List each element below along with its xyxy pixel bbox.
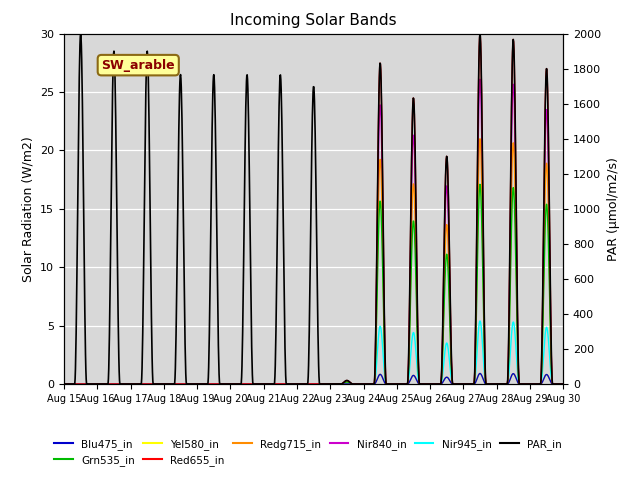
Redg715_in (227, 381, 235, 387)
PAR_in (77, 31, 84, 36)
Grn535_in (500, 381, 508, 387)
PAR_in (172, 365, 179, 371)
Blu475_in (60, 381, 68, 387)
Nir840_in (60, 381, 68, 387)
Redg715_in (456, 381, 463, 387)
Red655_in (476, 31, 484, 36)
Redg715_in (159, 381, 166, 387)
Nir840_in (391, 381, 399, 387)
Nir945_in (476, 318, 484, 324)
Nir945_in (159, 381, 166, 387)
Blu475_in (500, 381, 508, 387)
Nir840_in (476, 76, 484, 82)
Blu475_in (171, 381, 179, 387)
Line: Nir840_in: Nir840_in (64, 79, 563, 384)
Nir840_in (171, 381, 179, 387)
Nir840_in (159, 381, 166, 387)
PAR_in (60, 381, 68, 387)
Red655_in (60, 381, 68, 387)
Nir840_in (559, 381, 567, 387)
Line: PAR_in: PAR_in (64, 34, 563, 384)
Blu475_in (227, 381, 235, 387)
Grn535_in (171, 381, 179, 387)
Yel580_in (559, 381, 567, 387)
Grn535_in (227, 381, 235, 387)
Nir945_in (227, 381, 235, 387)
Grn535_in (391, 381, 399, 387)
Yel580_in (60, 381, 68, 387)
Redg715_in (391, 381, 399, 387)
Blu475_in (559, 381, 567, 387)
Nir945_in (171, 381, 179, 387)
Title: Incoming Solar Bands: Incoming Solar Bands (230, 13, 397, 28)
Blu475_in (391, 381, 399, 387)
Yel580_in (391, 381, 399, 387)
Grn535_in (60, 381, 68, 387)
PAR_in (227, 381, 235, 387)
Nir840_in (456, 381, 463, 387)
PAR_in (559, 381, 567, 387)
Yel580_in (476, 371, 484, 376)
Line: Nir945_in: Nir945_in (64, 321, 563, 384)
Yel580_in (171, 381, 179, 387)
Redg715_in (476, 136, 484, 142)
Nir945_in (559, 381, 567, 387)
Text: SW_arable: SW_arable (101, 59, 175, 72)
Blu475_in (476, 371, 484, 376)
Nir945_in (60, 381, 68, 387)
PAR_in (456, 381, 464, 387)
Legend: Blu475_in, Grn535_in, Yel580_in, Red655_in, Redg715_in, Nir840_in, Nir945_in, PA: Blu475_in, Grn535_in, Yel580_in, Red655_… (50, 434, 566, 470)
Nir945_in (391, 381, 399, 387)
Nir945_in (456, 381, 463, 387)
Grn535_in (476, 181, 484, 187)
Line: Redg715_in: Redg715_in (64, 139, 563, 384)
PAR_in (500, 381, 508, 387)
Yel580_in (500, 381, 508, 387)
Yel580_in (456, 381, 463, 387)
Redg715_in (500, 381, 508, 387)
Nir840_in (227, 381, 235, 387)
Red655_in (227, 381, 235, 387)
Grn535_in (559, 381, 567, 387)
Red655_in (159, 381, 166, 387)
Nir840_in (500, 381, 508, 387)
Line: Red655_in: Red655_in (64, 34, 563, 384)
Y-axis label: Solar Radiation (W/m2): Solar Radiation (W/m2) (22, 136, 35, 282)
Grn535_in (159, 381, 166, 387)
Red655_in (391, 381, 399, 387)
Grn535_in (456, 381, 463, 387)
Red655_in (500, 381, 508, 387)
PAR_in (159, 381, 167, 387)
PAR_in (391, 381, 399, 387)
Yel580_in (227, 381, 235, 387)
Redg715_in (60, 381, 68, 387)
Red655_in (456, 381, 463, 387)
Blu475_in (159, 381, 166, 387)
Y-axis label: PAR (μmol/m2/s): PAR (μmol/m2/s) (607, 157, 620, 261)
Line: Yel580_in: Yel580_in (64, 373, 563, 384)
Yel580_in (159, 381, 166, 387)
Line: Blu475_in: Blu475_in (64, 373, 563, 384)
Red655_in (171, 381, 179, 387)
Redg715_in (559, 381, 567, 387)
Blu475_in (456, 381, 463, 387)
Redg715_in (171, 381, 179, 387)
Line: Grn535_in: Grn535_in (64, 184, 563, 384)
Nir945_in (500, 381, 508, 387)
Red655_in (559, 381, 567, 387)
